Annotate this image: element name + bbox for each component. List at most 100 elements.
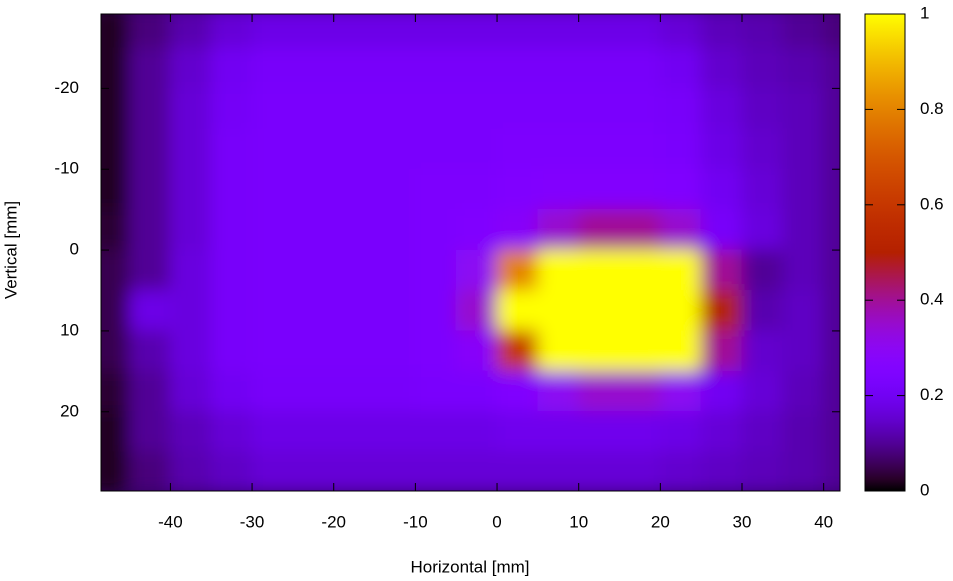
heat-cell: [333, 14, 376, 49]
heat-cell: [333, 370, 376, 413]
heat-cell: [741, 249, 784, 291]
heat-cell: [537, 14, 580, 49]
colorbar-tick-label: 0.6: [920, 194, 944, 213]
heat-cell: [414, 370, 457, 413]
heat-cell: [292, 330, 335, 372]
heat-cell: [414, 14, 457, 49]
x-tick-label: -40: [158, 512, 183, 531]
x-tick-label: -10: [403, 512, 428, 531]
heat-cell: [333, 411, 376, 453]
x-tick-label: 20: [651, 512, 670, 531]
heat-cell: [292, 289, 335, 332]
heat-cell: [374, 87, 416, 130]
heat-cell: [578, 47, 621, 89]
heat-cell: [741, 168, 784, 211]
heat-cell: [823, 411, 840, 453]
heat-cell: [496, 370, 539, 413]
heat-cell: [700, 330, 743, 372]
heat-cell: [210, 87, 253, 130]
colorbar-tick-label: 1: [920, 3, 929, 22]
heat-cell: [619, 370, 661, 413]
heat-cell: [251, 330, 294, 372]
heat-cell: [537, 209, 580, 251]
heat-cell: [101, 47, 131, 89]
heat-cell: [169, 168, 212, 211]
heat-cell: [741, 451, 784, 491]
x-tick-label: -30: [240, 512, 265, 531]
x-tick-label: 10: [569, 512, 588, 531]
heat-cell: [210, 289, 253, 332]
heat-cell: [169, 87, 212, 130]
heat-cell: [782, 14, 825, 49]
heat-cell: [782, 451, 825, 491]
heat-cell: [578, 87, 621, 130]
heat-cell: [823, 47, 840, 89]
x-tick-label: -20: [321, 512, 346, 531]
heat-cell: [292, 451, 335, 491]
heat-cell: [333, 168, 376, 211]
heat-cell: [619, 128, 661, 170]
heat-cell: [169, 47, 212, 89]
heat-cell: [210, 411, 253, 453]
heat-cell: [455, 370, 498, 413]
heat-cell: [333, 451, 376, 491]
heat-cell: [619, 47, 661, 89]
heat-cell: [251, 14, 294, 49]
heat-cell: [455, 451, 498, 491]
y-tick-label: 0: [70, 240, 79, 259]
heat-cell: [741, 330, 784, 372]
heat-cell: [455, 87, 498, 130]
heat-cell: [455, 411, 498, 453]
heat-cell: [129, 451, 171, 491]
heat-cell: [578, 14, 621, 49]
heat-cell: [455, 168, 498, 211]
heat-cell: [782, 249, 825, 291]
heat-cell: [169, 289, 212, 332]
heat-cell: [333, 128, 376, 170]
x-tick-label: 40: [814, 512, 833, 531]
heat-cell: [659, 87, 702, 130]
heat-cell: [741, 209, 784, 251]
heat-cell: [659, 209, 702, 251]
colorbar-tick-label: 0.4: [920, 290, 944, 309]
heat-cell: [374, 14, 416, 49]
heat-cell: [700, 47, 743, 89]
heat-cell: [741, 411, 784, 453]
heat-cell: [101, 411, 131, 453]
heat-cell: [414, 330, 457, 372]
heat-cell: [741, 370, 784, 413]
heat-cell: [455, 249, 498, 291]
heat-cell: [101, 209, 131, 251]
heat-cell: [374, 47, 416, 89]
heat-cell: [414, 249, 457, 291]
heat-cell: [782, 168, 825, 211]
x-tick-label: 30: [733, 512, 752, 531]
heat-cell: [537, 330, 580, 372]
colorbar-tick-label: 0.2: [920, 385, 944, 404]
heat-cell: [374, 289, 416, 332]
heat-cell: [700, 209, 743, 251]
heat-cell: [823, 370, 840, 413]
heat-cell: [741, 128, 784, 170]
heat-cell: [659, 168, 702, 211]
heat-cell: [101, 14, 131, 49]
heat-cell: [101, 370, 131, 413]
heat-cell: [169, 330, 212, 372]
heat-cell: [210, 330, 253, 372]
heat-cell: [496, 289, 539, 332]
heat-cell: [251, 411, 294, 453]
colorbar: [864, 13, 906, 492]
heat-cell: [659, 128, 702, 170]
heat-cell: [251, 87, 294, 130]
y-tick-label: 20: [60, 401, 79, 420]
heat-cell: [659, 451, 702, 491]
heat-cell: [782, 370, 825, 413]
heat-cell: [659, 411, 702, 453]
heat-cell: [823, 209, 840, 251]
heat-cell: [496, 87, 539, 130]
heat-cell: [129, 209, 171, 251]
heat-cell: [210, 370, 253, 413]
heat-cell: [782, 330, 825, 372]
heat-cell: [782, 128, 825, 170]
